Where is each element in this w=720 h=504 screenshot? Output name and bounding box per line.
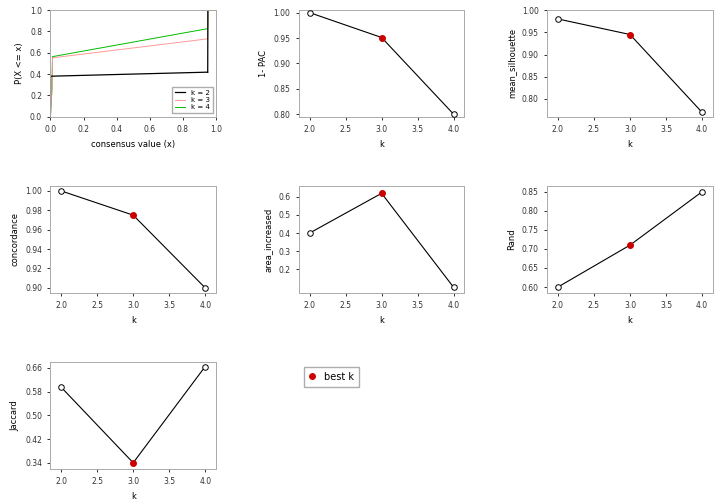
X-axis label: k: k xyxy=(628,140,632,149)
X-axis label: k: k xyxy=(628,316,632,325)
X-axis label: k: k xyxy=(379,140,384,149)
Y-axis label: concordance: concordance xyxy=(11,212,19,267)
X-axis label: consensus value (x): consensus value (x) xyxy=(91,140,175,149)
X-axis label: k: k xyxy=(379,316,384,325)
Y-axis label: area_increased: area_increased xyxy=(264,207,273,272)
Y-axis label: Jaccard: Jaccard xyxy=(11,400,19,431)
X-axis label: k: k xyxy=(131,316,135,325)
Y-axis label: mean_silhouette: mean_silhouette xyxy=(508,28,516,98)
X-axis label: k: k xyxy=(131,491,135,500)
Y-axis label: P(X <= x): P(X <= x) xyxy=(15,43,24,84)
Legend: best k: best k xyxy=(304,367,359,387)
Y-axis label: 1- PAC: 1- PAC xyxy=(259,50,268,77)
Y-axis label: Rand: Rand xyxy=(508,229,516,250)
Legend: k = 2, k = 3, k = 4: k = 2, k = 3, k = 4 xyxy=(172,87,212,113)
